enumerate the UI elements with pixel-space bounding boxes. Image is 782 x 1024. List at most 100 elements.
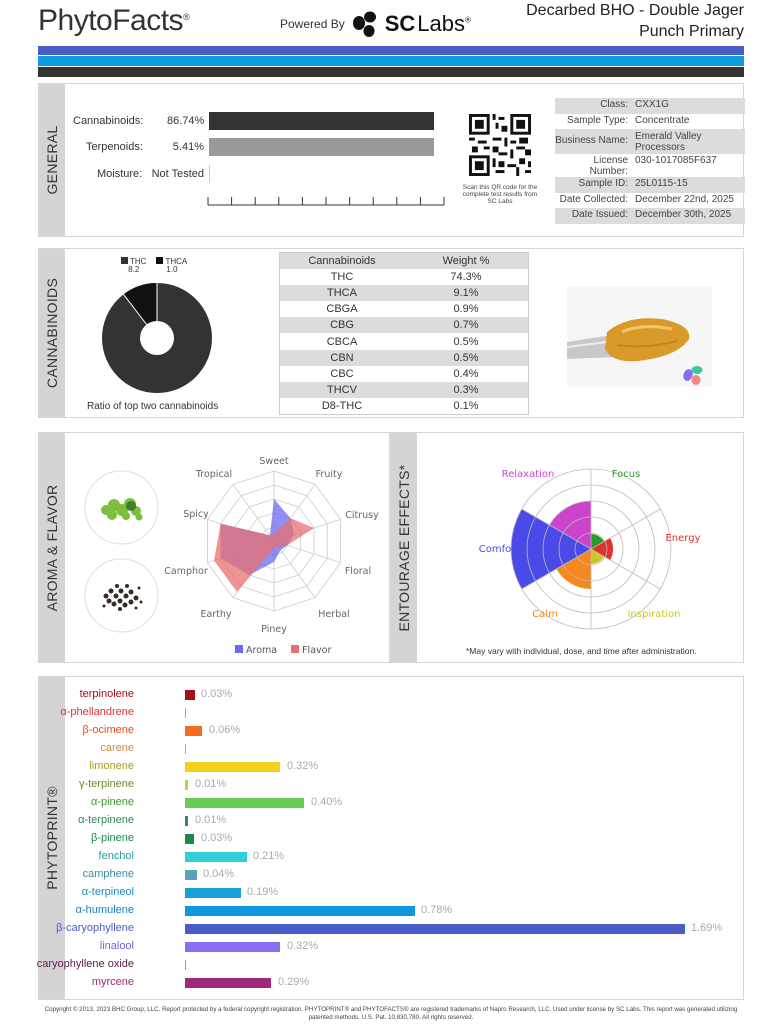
info-row-business-name: Business Name: Emerald Valley Processors [555,129,745,154]
terpene-row-caryophyllene-oxide: caryophyllene oxide [37,956,699,974]
aroma-flavor-panel: AROMA & FLAVOR [38,432,390,663]
table-row: D8-THC 0.1% [321,399,479,412]
svg-text:Camphor: Camphor [164,566,208,577]
terpene-row-alpha-pinene: α-pinene 0.40% [90,796,343,808]
legend-thc: THC 8.2 [121,257,146,274]
terpene-row-camphene: camphene 0.04% [82,868,235,880]
svg-text:Piney: Piney [261,624,287,635]
terpenoids-value: 5.41% [172,141,204,153]
general-panel: GENERAL Cannabinoids: 86.74% Terpenoids:… [38,83,745,237]
terpene-row-myrcene: myrcene 0.29% [91,976,310,988]
info-row-sample-id: Sample ID: 25L0115-15 [555,177,745,193]
info-row-class: Class: CXX1G [555,98,745,114]
moisture-label: Moisture: [97,168,143,180]
aroma-flavor-radar-chart: Sweet Fruity Citrusy Floral Herbal Piney Ear… [164,456,379,635]
radar-legend: Aroma Flavor [235,645,331,656]
cannabinoid-ratio-donut [102,283,212,393]
product-title: Decarbed BHO - Double Jager Punch Primar… [526,2,744,40]
table-row: CBG 0.7% [280,317,528,334]
entourage-side-tab: ENTOURAGE EFFECTS* [391,433,417,662]
terpene-row-beta-pinene: β-pinene 0.03% [90,832,233,844]
powered-by-sc-labs: Powered By SC Labs® [280,10,471,38]
qr-caption: Scan this QR code for the complete test … [462,184,538,205]
terpene-row-alpha-phellandrene: α-phellandrene [39,704,699,722]
terpene-row-carene: carene [39,740,699,758]
svg-text:Citrusy: Citrusy [345,510,379,521]
legend-thca: THCA 1.0 [156,257,187,274]
wedge-comfort [510,509,591,589]
svg-text:Comfort: Comfort [479,544,520,555]
general-scale-axis [207,197,445,206]
sc-labs-logo-icon [352,11,376,37]
cannabinoids-side-tab: CANNABINOIDS [39,249,65,417]
entourage-label: ENTOURAGE EFFECTS* [396,464,412,631]
aroma-side-tab: AROMA & FLAVOR [39,433,65,662]
header-stripe-cyan [38,56,744,66]
thca-swatch [156,257,164,264]
table-row: CBCA 0.5% [326,335,479,348]
wedge-inspiration [591,549,604,564]
terpene-row-fenchol: fenchol 0.21% [98,850,285,862]
hops-image [84,470,159,545]
general-label: GENERAL [44,125,60,195]
product-photo [567,287,712,387]
table-row: CBGA 0.9% [326,303,479,316]
moisture-value: Not Tested [151,168,204,180]
aroma-swatch [235,645,243,653]
terpene-row-limonene: limonene 0.32% [89,760,319,772]
cannabinoids-label: CANNABINOIDS [44,277,60,389]
report-header: PhytoFacts® Powered By SC Labs® Decarbed… [0,0,782,46]
table-row: THC 74.3% [330,271,482,284]
flavor-swatch [291,645,300,653]
terpenoids-bar [209,138,434,156]
terpene-row-terpinolene: terpinolene 0.03% [79,688,233,700]
flavor-series-area [214,518,314,592]
cannabinoids-bar [209,112,434,130]
wedge-calm [556,549,591,589]
svg-text:Sweet: Sweet [259,456,288,467]
phytoprint-side-tab: PHYTOPRINT® [39,677,65,999]
header-stripe-blue [38,46,744,55]
terpene-row-linalool: linalool 0.32% [99,940,319,952]
table-header: Cannabinoids Weight % [280,253,528,270]
donut-legend: THC 8.2 THCA 1.0 [121,257,187,274]
peppercorns-image [84,558,159,633]
copyright-footer: Copyright © 2013, 2023 BHC Group, LLC. R… [44,1006,738,1021]
terpene-row-alpha-terpineol: α-terpineol 0.19% [81,886,279,898]
terpene-row-alpha-terpinene: α-terpinene 0.01% [78,814,227,826]
donut-caption: Ratio of top two cannabinoids [87,401,219,412]
wedge-focus [591,534,604,549]
table-row: CBC 0.4% [330,367,479,380]
entourage-footnote: *May vary with individual, dose, and tim… [466,646,697,656]
thc-swatch [121,257,128,264]
svg-text:Tropical: Tropical [195,469,232,480]
terpene-row-beta-ocimene: β-ocimene 0.06% [82,724,241,736]
info-row-sample-type: Sample Type: Concentrate [567,114,690,126]
qr-code-icon[interactable] [469,114,531,176]
phytofacts-logo: PhytoFacts® [38,4,190,37]
info-row-date-collected: Date Collected: December 22nd, 2025 [559,193,734,205]
terpene-row-alpha-humulene: α-humulene 0.78% [75,904,453,916]
svg-text:Spicy: Spicy [183,509,209,520]
brand-sc: SC [384,11,416,36]
svg-text:Inspiration: Inspiration [627,609,680,620]
info-row-license-number: License Number: 030-1017085F637 [589,155,717,177]
svg-text:Calm: Calm [532,609,558,620]
header-stripe-dark [38,67,744,77]
table-row: CBN 0.5% [280,349,528,366]
cannabinoids-table: Cannabinoids Weight % THC 74.3% THCA 9.1% C… [279,252,529,415]
brand-labs: Labs® [417,11,471,36]
phytoprint-panel: PHYTOPRINT® terpinolene 0.03% α-phellandr… [37,676,744,1000]
svg-text:Relaxation: Relaxation [502,469,555,480]
sample-info-table: Class: CXX1G Sample Type: Concentrate Busi… [555,98,745,224]
cannabinoids-panel: CANNABINOIDS THC 8.2 THCA 1.0 Ratio of t… [38,248,744,418]
entourage-effects-panel: ENTOURAGE EFFECTS* Relaxation Focus Ener… [390,432,744,663]
moisture-bar [209,165,210,183]
svg-text:Focus: Focus [612,469,641,480]
legend-flavor: Flavor [291,645,331,656]
table-row: THCA 9.1% [280,285,528,302]
svg-text:Floral: Floral [345,566,371,577]
legend-aroma: Aroma [235,645,277,656]
cannabinoids-label: Cannabinoids: [73,115,144,127]
svg-text:Fruity: Fruity [316,469,343,480]
